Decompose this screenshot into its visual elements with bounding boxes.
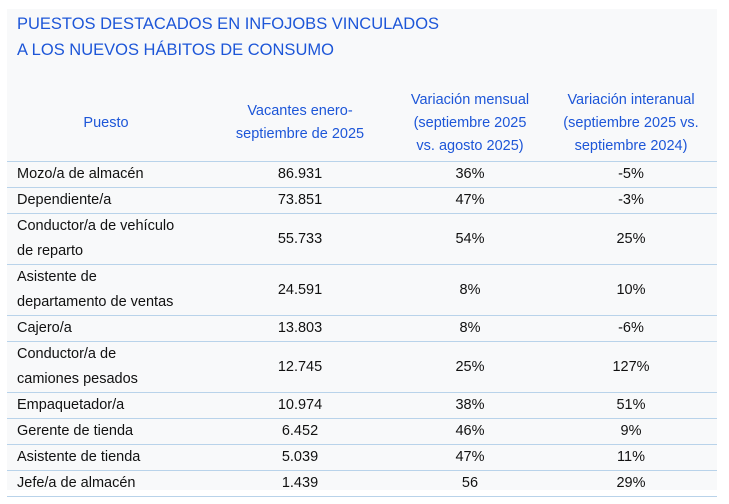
header-line: vs. agosto 2025) — [416, 137, 524, 154]
cell-vacantes: 1.439 — [205, 470, 395, 497]
cell-puesto: Conductor/a de camiones pesados — [7, 341, 205, 393]
cell-mensual: 8% — [395, 315, 545, 342]
title-line: PUESTOS DESTACADOS EN INFOJOBS VINCULADO… — [17, 15, 440, 33]
table-row: Jefe/a de almacén 1.439 56 29% — [7, 470, 717, 497]
column-header: Variación mensual (septiembre 2025 vs. ago… — [395, 85, 545, 162]
cell-puesto: Asistente de departamento de ventas — [7, 264, 205, 316]
table-row: Cajero/a 13.803 8% -6% — [7, 315, 717, 342]
header-line: (septiembre 2025 — [413, 114, 527, 131]
header-row: Puesto Vacantes enero-septiembre de 2025 V… — [7, 85, 717, 162]
cell-mensual: 47% — [395, 444, 545, 471]
cell-vacantes: 86.931 — [205, 161, 395, 188]
puesto-line: Mozo/a de almacén — [17, 166, 144, 182]
cell-vacantes: 5.039 — [205, 444, 395, 471]
cell-puesto: Cajero/a — [7, 315, 205, 342]
cell-interanual: 10% — [545, 264, 717, 316]
puesto-line: Asistente de tienda — [17, 449, 141, 465]
cell-interanual: -5% — [545, 161, 717, 188]
header-line: Vacantes enero- — [247, 103, 353, 119]
cell-mensual: 56 — [395, 470, 545, 497]
cell-mensual: 8% — [395, 264, 545, 316]
header-line: septiembre 2024) — [574, 137, 688, 154]
column-header: Vacantes enero-septiembre de 2025 — [205, 85, 395, 162]
table-panel: PUESTOS DESTACADOS EN INFOJOBS VINCULADO… — [7, 9, 717, 497]
cell-interanual: 127% — [545, 341, 717, 393]
cell-mensual: 25% — [395, 341, 545, 393]
puesto-line: Empaquetador/a — [17, 397, 125, 413]
cell-vacantes: 12.745 — [205, 341, 395, 393]
header-line: Variación mensual — [410, 91, 530, 108]
cell-puesto: Jefe/a de almacén — [7, 470, 205, 497]
cell-interanual: 25% — [545, 213, 717, 265]
table-row: Gerente de tienda 6.452 46% 9% — [7, 418, 717, 445]
table-row: Conductor/a de camiones pesados 12.745 25% 1… — [7, 341, 717, 393]
cell-interanual: 9% — [545, 418, 717, 445]
puesto-line: Asistente de — [17, 269, 97, 285]
puesto-line: de reparto — [17, 243, 84, 259]
cell-vacantes: 13.803 — [205, 315, 395, 342]
header-line: Puesto — [83, 114, 129, 131]
puesto-line: Cajero/a — [17, 320, 72, 336]
title-line: A LOS NUEVOS HÁBITOS DE CONSUMO — [17, 41, 334, 59]
cell-puesto: Empaquetador/a — [7, 392, 205, 419]
puesto-line: Dependiente/a — [17, 192, 112, 208]
cell-puesto: Conductor/a de vehículo de reparto — [7, 213, 205, 265]
column-header: Variación interanual (septiembre 2025 vs.… — [545, 85, 717, 162]
cell-puesto: Mozo/a de almacén — [7, 161, 205, 188]
puesto-line: Conductor/a de vehículo — [17, 218, 175, 234]
puesto-line: Gerente de tienda — [17, 423, 134, 439]
puesto-line: Conductor/a de — [17, 346, 117, 362]
cell-interanual: 51% — [545, 392, 717, 419]
cell-mensual: 38% — [395, 392, 545, 419]
cell-vacantes: 10.974 — [205, 392, 395, 419]
table-title: PUESTOS DESTACADOS EN INFOJOBS VINCULADO… — [17, 11, 439, 63]
cell-mensual: 54% — [395, 213, 545, 265]
puesto-line: camiones pesados — [17, 371, 138, 387]
table-row: Asistente de tienda 5.039 47% 11% — [7, 444, 717, 471]
header-line: septiembre de 2025 — [235, 126, 365, 142]
cell-interanual: -3% — [545, 187, 717, 214]
column-header: Puesto — [7, 85, 205, 162]
cell-vacantes: 55.733 — [205, 213, 395, 265]
table-row: Conductor/a de vehículo de reparto 55.733 5… — [7, 213, 717, 265]
puesto-line: departamento de ventas — [17, 294, 174, 310]
cell-puesto: Dependiente/a — [7, 187, 205, 214]
table-row: Asistente de departamento de ventas 24.591… — [7, 264, 717, 316]
table-row: Mozo/a de almacén 86.931 36% -5% — [7, 161, 717, 188]
cell-mensual: 47% — [395, 187, 545, 214]
cell-vacantes: 73.851 — [205, 187, 395, 214]
cell-puesto: Asistente de tienda — [7, 444, 205, 471]
cell-vacantes: 24.591 — [205, 264, 395, 316]
header-line: Variación interanual — [567, 91, 695, 108]
table-row: Dependiente/a 73.851 47% -3% — [7, 187, 717, 214]
table-row: Empaquetador/a 10.974 38% 51% — [7, 392, 717, 419]
cell-vacantes: 6.452 — [205, 418, 395, 445]
cell-puesto: Gerente de tienda — [7, 418, 205, 445]
header-line: (septiembre 2025 vs. — [563, 114, 699, 131]
cell-mensual: 46% — [395, 418, 545, 445]
cell-interanual: -6% — [545, 315, 717, 342]
puesto-line: Jefe/a de almacén — [17, 475, 136, 491]
jobs-table: Puesto Vacantes enero-septiembre de 2025 V… — [7, 85, 717, 497]
cell-mensual: 36% — [395, 161, 545, 188]
cell-interanual: 29% — [545, 470, 717, 497]
cell-interanual: 11% — [545, 444, 717, 471]
